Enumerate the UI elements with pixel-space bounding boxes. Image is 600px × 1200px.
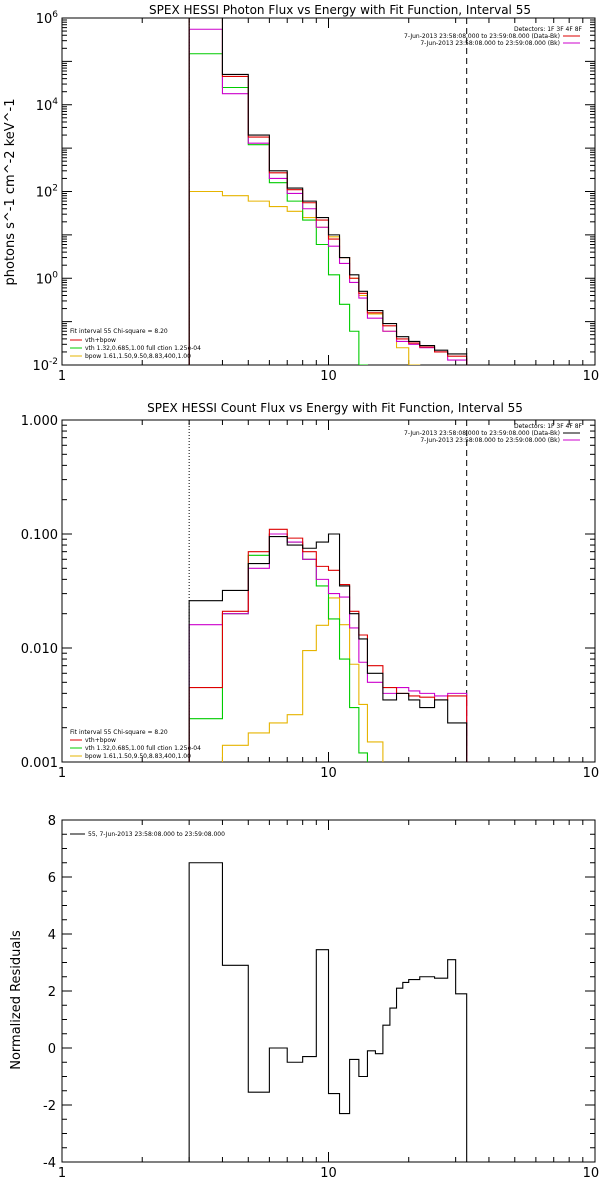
series-vth: [188, 53, 368, 365]
residuals-legend: 55, 7-Jun-2013 23:58:08.000 to 23:59:08.…: [88, 831, 225, 838]
x-tick-label: 10: [320, 766, 337, 781]
x-tick-label: 1: [58, 766, 66, 781]
x-tick-label: 1: [58, 1166, 66, 1181]
count-fit-vth: vth 1.32,0.685,1.00 full ction 1.25e-04: [85, 745, 201, 752]
y-tick-label: 0: [48, 1042, 56, 1057]
photon-header-line1: 7-Jun-2013 23:58:08.000 to 23:59:08.000 …: [404, 33, 560, 40]
y-tick-label: 106: [36, 10, 59, 27]
count-fit-interval: Fit interval 55 Chi-square = 8.20: [70, 729, 168, 736]
photon-header-line2: 7-Jun-2013 23:58:08.000 to 23:59:08.000 …: [420, 40, 560, 47]
photon-flux-panel: SPEX HESSI Photon Flux vs Energy with Fi…: [3, 3, 583, 360]
residuals-panel: Normalized Residuals 55, 7-Jun-2013 23:5…: [9, 831, 225, 1070]
x-tick-label: 100: [583, 369, 600, 384]
y-tick-label: 0.100: [21, 528, 58, 543]
residuals-ylabel: Normalized Residuals: [9, 930, 24, 1070]
series-group: [188, 18, 468, 365]
y-tick-label: 102: [36, 184, 58, 201]
plot-2: 1 10 100 -4 -2 0 2 4 6 8: [43, 814, 600, 1181]
y-tick-label: 0.001: [21, 756, 58, 771]
count-fit-model: vth+bpow: [85, 737, 116, 744]
y-tick-label: 8: [48, 814, 56, 829]
plot-layer: 11010010-21001021041061101000.0010.0100.…: [21, 10, 600, 1181]
count-fit-bpow: bpow 1.61,1.50,9.50,8.83,400,1.00: [85, 753, 191, 760]
photon-flux-title: SPEX HESSI Photon Flux vs Energy with Fi…: [149, 3, 531, 17]
count-header-line2: 7-Jun-2013 23:58:08.000 to 23:59:08.000 …: [420, 437, 560, 444]
y-tick-label: 4: [48, 928, 56, 943]
y-tick-label: 100: [36, 270, 59, 287]
count-flux-panel: SPEX HESSI Count Flux vs Energy with Fit…: [70, 401, 583, 760]
plot-1: 1 10 100 0.001 0.010 0.100 1.000: [21, 414, 600, 781]
y-tick-label: 6: [48, 871, 56, 886]
y-tick-label: -4: [43, 1156, 56, 1171]
photon-header-detectors: Detectors: 1F 3F 4F 8F: [514, 26, 583, 33]
series-data: [188, 18, 468, 365]
count-flux-title: SPEX HESSI Count Flux vs Energy with Fit…: [147, 401, 523, 415]
y-tick-label: 1.000: [21, 414, 58, 429]
y-tick-label: -2: [43, 1099, 56, 1114]
y-tick-label: 0.010: [21, 642, 58, 657]
plot-0: 1 10 100 10-2 100 102 104 106: [32, 10, 600, 384]
x-tick-label: 1: [58, 369, 66, 384]
y-tick-label: 2: [48, 985, 56, 1000]
photon-fit-interval: Fit interval 55 Chi-square = 8.20: [70, 328, 168, 335]
count-header-line1: 7-Jun-2013 23:58:08.000 to 23:59:08.000 …: [404, 430, 560, 437]
y-tick-label: 10-2: [32, 357, 58, 374]
series-group: [188, 862, 468, 1162]
photon-fit-vth: vth 1.32,0.685,1.00 full ction 1.25e-04: [85, 345, 201, 352]
y-tick-label: 104: [36, 97, 59, 114]
x-tick-label: 100: [583, 766, 600, 781]
photon-fit-bpow: bpow 1.61,1.50,9.50,8.83,400,1.00: [85, 353, 191, 360]
series-data: [188, 862, 468, 1162]
x-tick-label: 100: [583, 1166, 600, 1181]
photon-flux-ylabel: photons s^-1 cm^-2 keV^-1: [3, 98, 18, 285]
count-header-detectors: Detectors: 1F 3F 4F 8F: [514, 423, 583, 430]
x-tick-label: 10: [320, 369, 337, 384]
series-group: [188, 528, 468, 762]
x-tick-label: 10: [320, 1166, 337, 1181]
photon-fit-model: vth+bpow: [85, 337, 116, 344]
series-data: [188, 533, 468, 762]
series-bpow: [221, 597, 384, 762]
